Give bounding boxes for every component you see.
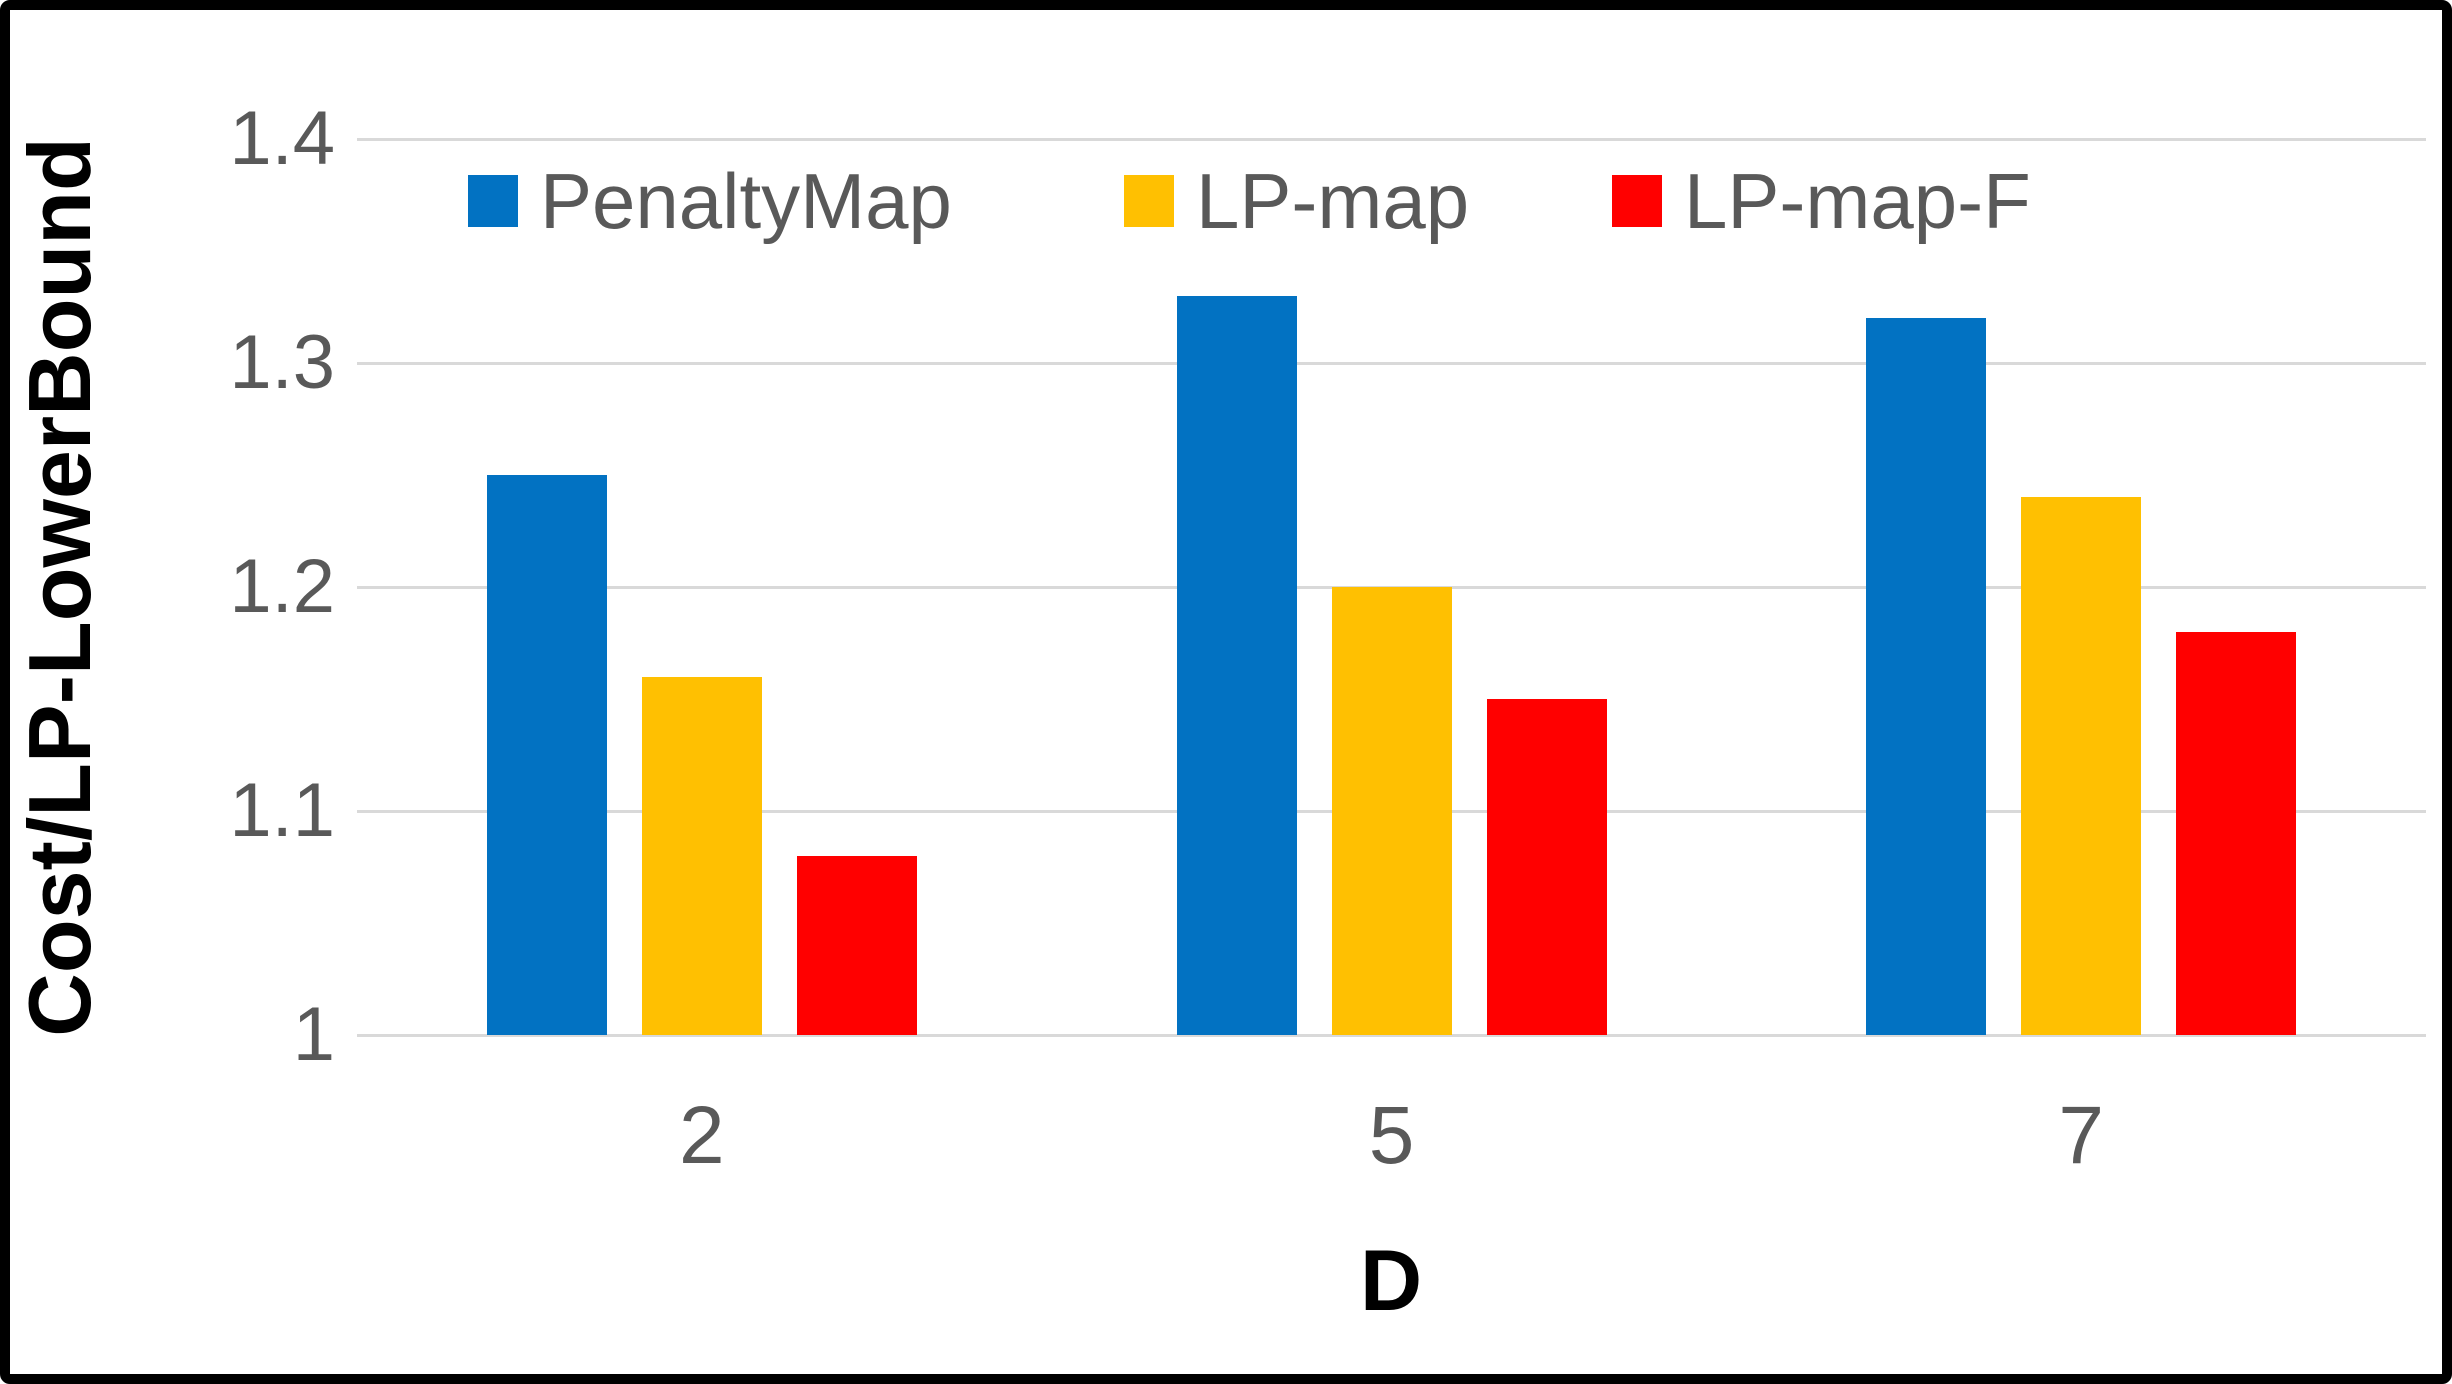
y-tick-label: 1.1 xyxy=(229,768,335,853)
gridline xyxy=(357,362,2426,365)
bar-LP-map-D5 xyxy=(1331,587,1452,1035)
bar-PenaltyMap-D2 xyxy=(486,475,607,1035)
y-tick-label: 1.3 xyxy=(229,320,335,405)
legend-label: LP-map-F xyxy=(1684,157,2031,245)
bar-LP-map-D7 xyxy=(2021,497,2142,1035)
y-tick-label: 1.2 xyxy=(229,544,335,629)
y-tick-label: 1.4 xyxy=(229,96,335,181)
x-tick-label: 2 xyxy=(679,1090,725,1181)
bar-LP-map-F-D5 xyxy=(1486,699,1607,1035)
legend-swatch-icon xyxy=(1612,175,1662,227)
x-tick-label: 7 xyxy=(2058,1090,2104,1181)
bar-PenaltyMap-D5 xyxy=(1176,295,1297,1035)
bar-LP-map-F-D2 xyxy=(796,855,917,1035)
x-axis-title: D xyxy=(1359,1233,1423,1329)
plot-area xyxy=(357,138,2426,1037)
legend-label: LP-map xyxy=(1196,157,1470,245)
legend-swatch-icon xyxy=(468,175,518,227)
legend-item-LP-map: LP-map xyxy=(1124,148,1469,254)
legend: PenaltyMap LP-map LP-map-F xyxy=(0,148,2452,254)
legend-item-LP-map-F: LP-map-F xyxy=(1612,148,2031,254)
x-tick-label: 5 xyxy=(1368,1090,1415,1181)
y-tick-label: 1 xyxy=(292,992,335,1077)
bar-LP-map-D2 xyxy=(641,676,762,1035)
gridline xyxy=(357,1034,2426,1037)
legend-swatch-icon xyxy=(1124,175,1174,227)
gridline xyxy=(357,138,2426,141)
legend-item-PenaltyMap: PenaltyMap xyxy=(468,148,952,254)
bar-LP-map-F-D7 xyxy=(2176,631,2297,1035)
legend-label: PenaltyMap xyxy=(540,157,952,245)
bar-PenaltyMap-D7 xyxy=(1866,318,1987,1035)
